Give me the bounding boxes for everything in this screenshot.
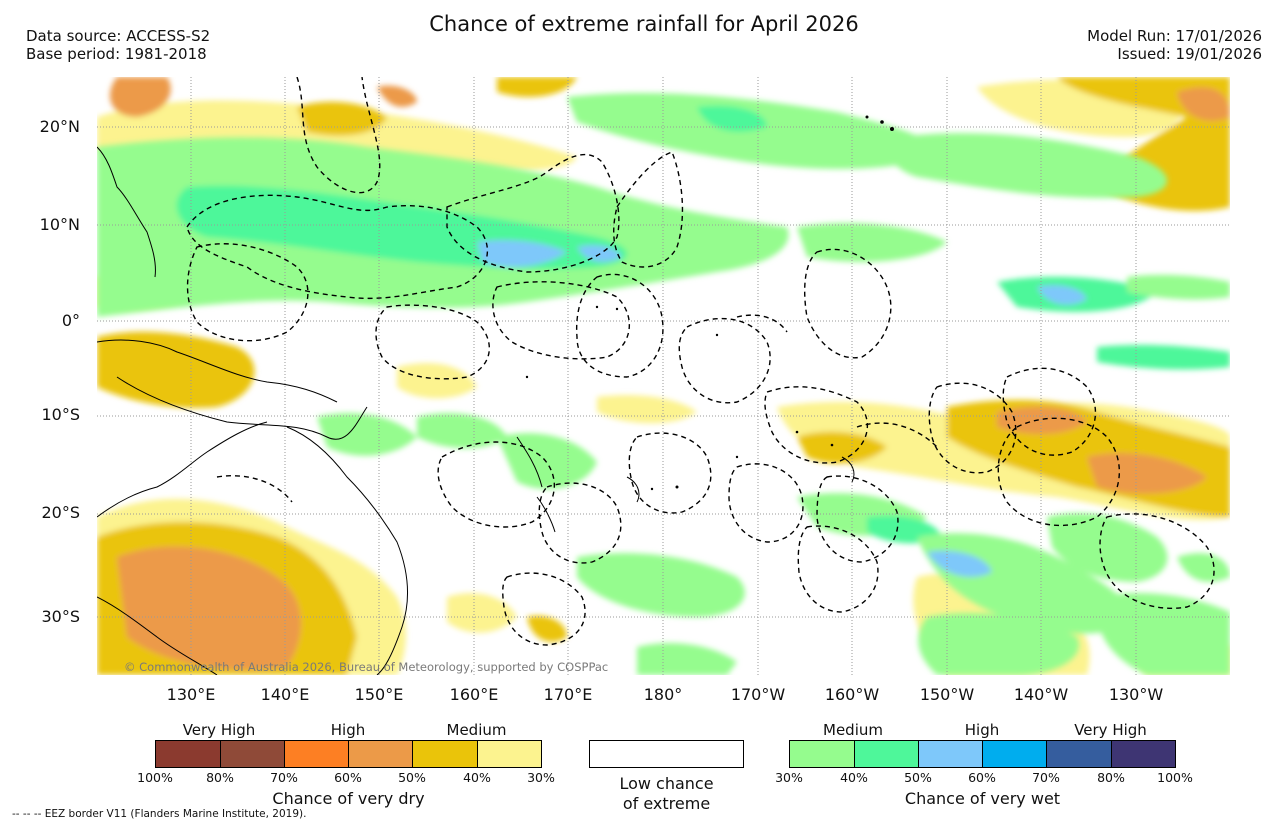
lon-label-180: 180° <box>643 685 683 704</box>
rainfall-map <box>97 77 1230 675</box>
low-chance-label: Low chance of extreme <box>589 774 744 814</box>
dry-tick: 100% <box>137 770 173 785</box>
dry-tick: 30% <box>527 770 555 785</box>
wet-colorbar-frame <box>789 740 1176 768</box>
wet-tick: 40% <box>840 770 868 785</box>
wet-tick: 80% <box>1097 770 1125 785</box>
lat-label-10n: 10°N <box>39 215 80 234</box>
wet-tick: 50% <box>904 770 932 785</box>
wet-group-very-high: Very High <box>1074 721 1147 739</box>
wet-tick: 60% <box>968 770 996 785</box>
lon-label-170e: 170°E <box>543 685 593 704</box>
wet-group-high: High <box>964 721 1000 739</box>
map-canvas <box>97 77 1230 675</box>
island-dots <box>525 115 894 491</box>
dry-colorbar-frame <box>155 740 542 768</box>
lon-label-160w: 160°W <box>824 685 880 704</box>
dry-swatch-100-80 <box>155 740 220 767</box>
lat-label-20n: 20°N <box>39 117 80 136</box>
issued-text: Issued: 19/01/2026 <box>1117 45 1262 63</box>
dry-group-high: High <box>330 721 366 739</box>
wet-tick: 70% <box>1032 770 1060 785</box>
dry-tick: 40% <box>463 770 491 785</box>
header-right: Model Run: 17/01/2026 Issued: 19/01/2026 <box>1087 27 1262 63</box>
dry-tick: 50% <box>398 770 426 785</box>
base-period-text: Base period: 1981-2018 <box>26 45 207 63</box>
dry-swatch-60-50 <box>348 740 412 767</box>
dry-swatch-50-40 <box>412 740 477 767</box>
lon-label-140e: 140°E <box>260 685 310 704</box>
coastlines <box>97 146 855 675</box>
lon-label-130e: 130°E <box>166 685 216 704</box>
eez-borders <box>186 77 1215 646</box>
dry-swatch-70-60 <box>284 740 348 767</box>
wet-swatch-80-100 <box>1111 740 1176 767</box>
data-source-text: Data source: ACCESS-S2 <box>26 27 211 45</box>
wet-anomaly-patches <box>97 92 1230 675</box>
wet-swatch-50-60 <box>918 740 982 767</box>
dry-group-very-high: Very High <box>182 721 256 739</box>
header-left: Data source: ACCESS-S2 Base period: 1981… <box>26 27 210 63</box>
eez-footnote: -- -- -- EEZ border V11 (Flanders Marine… <box>12 808 307 820</box>
map-credit: © Commonwealth of Australia 2026, Bureau… <box>124 660 609 674</box>
lat-label-0: 0° <box>61 311 80 330</box>
lon-label-140w: 140°W <box>1013 685 1069 704</box>
wet-tick: 30% <box>775 770 803 785</box>
dry-legend-caption: Chance of very dry <box>272 789 425 808</box>
lon-label-150e: 150°E <box>354 685 404 704</box>
wet-swatch-40-50 <box>854 740 918 767</box>
lon-label-170w: 170°W <box>730 685 786 704</box>
lon-label-150w: 150°W <box>919 685 975 704</box>
wet-swatch-70-80 <box>1046 740 1111 767</box>
dry-group-medium: Medium <box>446 721 507 739</box>
low-chance-line-2: of extreme <box>622 794 711 813</box>
map-title: Chance of extreme rainfall for April 202… <box>429 12 859 36</box>
lon-label-160e: 160°E <box>449 685 499 704</box>
lat-label-10s: 10°S <box>41 405 80 424</box>
dry-tick: 80% <box>206 770 234 785</box>
wet-legend-caption: Chance of very wet <box>904 789 1061 808</box>
lat-label-30s: 30°S <box>41 607 80 626</box>
model-run-text: Model Run: 17/01/2026 <box>1087 27 1262 45</box>
low-chance-swatch <box>589 740 744 768</box>
dry-swatch-40-30 <box>477 740 542 767</box>
lat-label-20s: 20°S <box>41 503 80 522</box>
wet-group-medium: Medium <box>823 721 883 739</box>
dry-tick: 70% <box>270 770 298 785</box>
wet-tick: 100% <box>1157 770 1193 785</box>
dry-tick: 60% <box>334 770 362 785</box>
lon-label-130w: 130°W <box>1108 685 1164 704</box>
wet-swatch-60-70 <box>982 740 1046 767</box>
dry-swatch-80-70 <box>220 740 284 767</box>
low-chance-line-1: Low chance <box>619 774 714 793</box>
